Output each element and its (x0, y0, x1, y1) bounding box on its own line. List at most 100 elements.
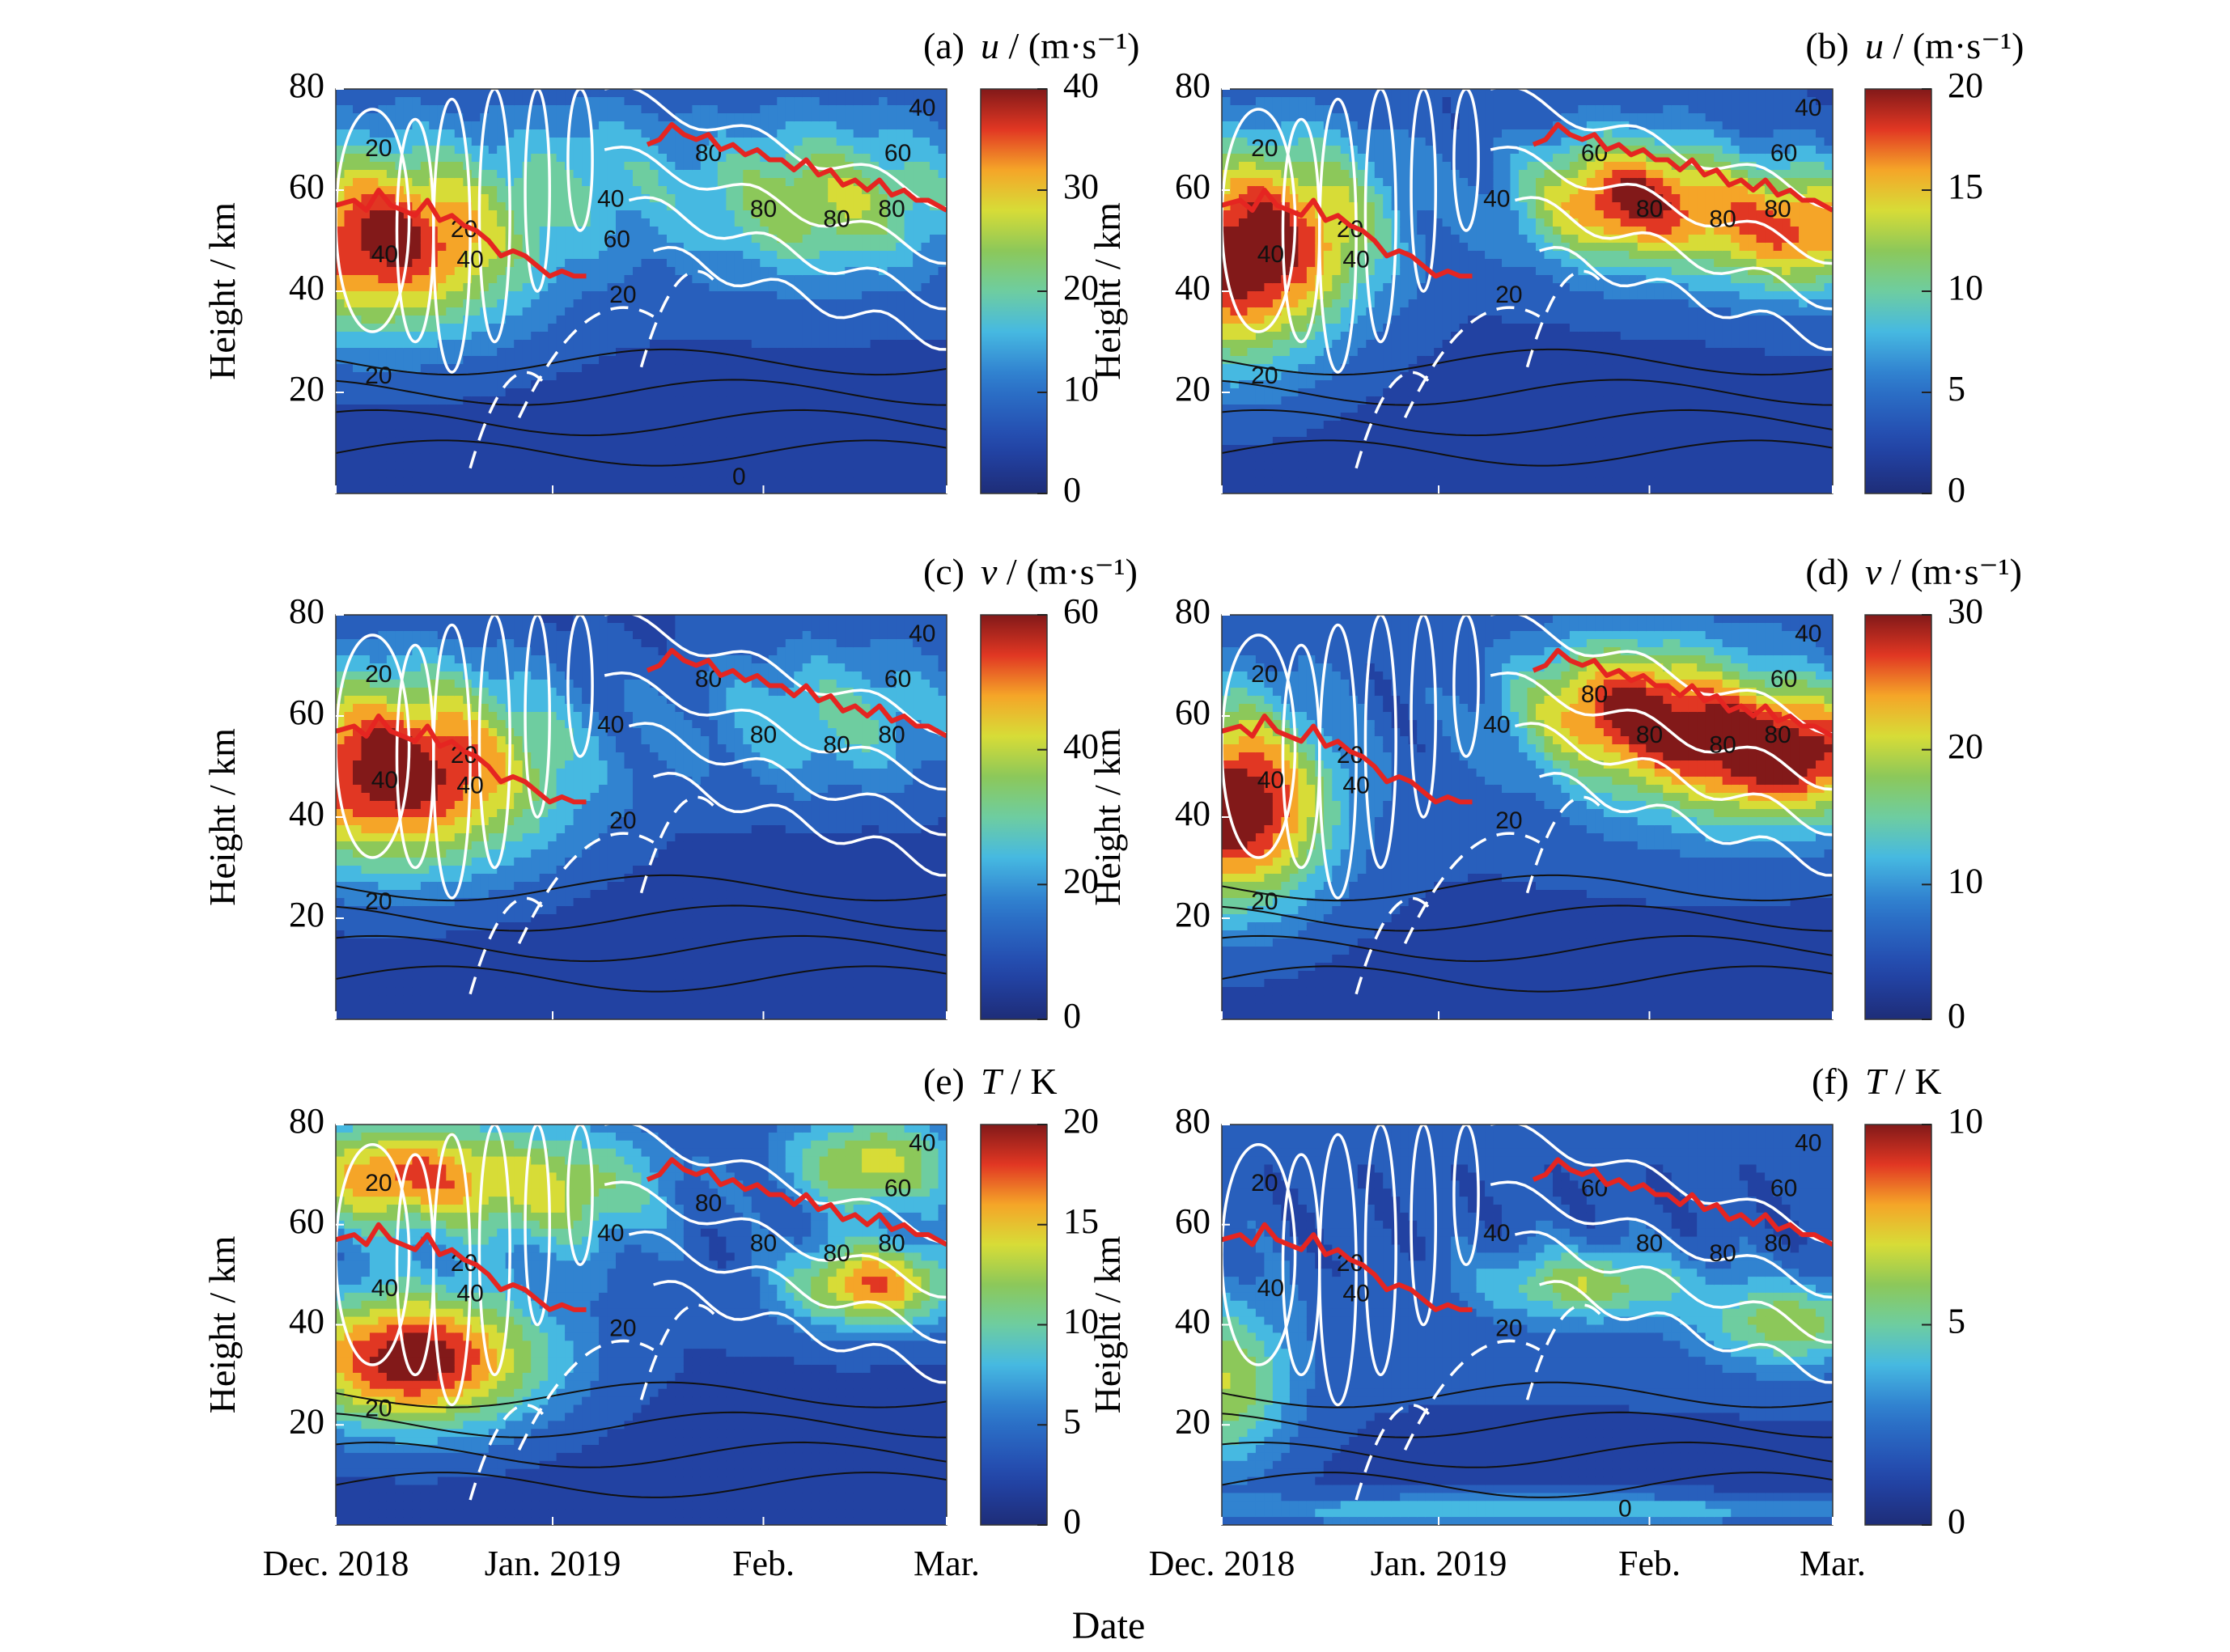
contour-label: 80 (1636, 1230, 1663, 1256)
contour-label: 80 (823, 1240, 850, 1267)
colorbar-tick-label: 10 (1948, 268, 1983, 307)
contour-label: 40 (1483, 711, 1510, 738)
contour-label: 20 (365, 1396, 392, 1422)
colorbar-title: T / K (981, 1061, 1058, 1102)
contour-label: 20 (365, 888, 392, 915)
colorbar (980, 1124, 1048, 1526)
x-tick-label: Mar. (914, 1544, 980, 1583)
colorbar-tick-label: 15 (1063, 1201, 1099, 1241)
contour-label: 20 (1495, 1315, 1522, 1342)
contour-label: 20 (1251, 135, 1278, 162)
colorbar-tick-label: 15 (1948, 167, 1983, 206)
panel-label: (d) (1805, 551, 1849, 592)
y-axis-title: Height / km (1087, 1235, 1128, 1413)
colorbar-tick-label: 30 (1948, 591, 1983, 631)
contour-label: 20 (1495, 282, 1522, 308)
contour-label: 0 (732, 464, 746, 490)
colorbar-tick-label: 20 (1063, 861, 1099, 900)
panel-e: 20 40 20 40 20 40 20 80 80 80 80 60 40 20 40 60 80 Height… (201, 1061, 1099, 1583)
y-tick-label: 40 (1175, 1302, 1210, 1341)
contour-label: 20 (365, 1170, 392, 1197)
x-tick-label: Feb. (1618, 1544, 1681, 1583)
colorbar-tick-label: 0 (1063, 996, 1081, 1036)
x-tick-label: Jan. 2019 (1371, 1544, 1507, 1583)
y-tick-label: 80 (1175, 1101, 1210, 1141)
contour-label: 20 (1251, 661, 1278, 688)
contour-label: 80 (1764, 722, 1791, 748)
colorbar-title: u / (m·s⁻¹) (1865, 25, 2024, 66)
y-tick-label: 60 (289, 167, 324, 206)
contour-label: 80 (1764, 1230, 1791, 1256)
panel-label: (a) (923, 25, 964, 66)
contour-label: 60 (604, 226, 630, 252)
colorbar-tick-label: 30 (1063, 167, 1099, 206)
contour-label: 40 (371, 767, 398, 794)
contour-label: 80 (1709, 731, 1736, 758)
y-tick-label: 20 (289, 1401, 324, 1441)
contour-label: 20 (609, 282, 636, 308)
contour-label: 80 (878, 1230, 905, 1256)
colorbar-tick-label: 0 (1063, 470, 1081, 510)
red-line-segment1 (336, 1222, 587, 1312)
contour-label: 80 (823, 205, 850, 232)
panels-group: 20 40 20 40 20 40 60 20 80 80 80 80 60 40 0 20 40 60 80 Hei… (201, 25, 2024, 1583)
contour-label: 80 (878, 722, 905, 748)
colorbar-tick-label: 20 (1948, 726, 1983, 766)
colorbar-tick-label: 0 (1063, 1502, 1081, 1541)
red-line-segment2 (646, 121, 947, 213)
colorbar (1864, 88, 1932, 494)
contour-label: 40 (456, 246, 483, 273)
colorbar-tick-label: 10 (1948, 1101, 1983, 1141)
colorbar-tick-label: 20 (1063, 1101, 1099, 1141)
contour-label: 40 (1257, 1275, 1284, 1302)
y-tick-label: 60 (1175, 167, 1210, 206)
contour-label: 40 (1257, 767, 1284, 794)
contour-label: 40 (1795, 621, 1821, 647)
contour-label: 40 (597, 185, 624, 212)
contour-label: 40 (371, 1275, 398, 1302)
contour-label: 80 (750, 196, 777, 222)
colorbar-tick-label: 5 (1063, 1401, 1081, 1441)
contour-label: 80 (750, 1230, 777, 1256)
y-tick-label: 80 (289, 1101, 324, 1141)
y-axis-title: Height / km (201, 728, 243, 906)
colorbar-tick-label: 5 (1948, 369, 1965, 409)
y-tick-label: 40 (1175, 268, 1210, 307)
y-tick-label: 80 (289, 66, 324, 105)
contour-label: 40 (1483, 1220, 1510, 1247)
y-tick-label: 20 (1175, 369, 1210, 409)
colorbar-title: T / K (1865, 1061, 1942, 1102)
contour-label: 20 (1495, 807, 1522, 834)
contour-label: 60 (1770, 666, 1797, 693)
contour-label: 20 (365, 362, 392, 389)
y-tick-label: 60 (289, 693, 324, 732)
y-tick-label: 20 (1175, 1401, 1210, 1441)
contour-label: 80 (878, 196, 905, 222)
colorbar-title: v / (m·s⁻¹) (981, 551, 1138, 592)
y-tick-label: 80 (289, 591, 324, 631)
colorbar-title: u / (m·s⁻¹) (981, 25, 1140, 66)
panel-label: (e) (923, 1061, 964, 1102)
colorbar-tick-label: 20 (1948, 66, 1983, 105)
colorbar-tick-label: 10 (1948, 861, 1983, 900)
colorbar-title: v / (m·s⁻¹) (1865, 551, 2022, 592)
red-line-segment1 (336, 714, 587, 805)
y-tick-label: 20 (1175, 895, 1210, 934)
y-tick-label: 20 (289, 895, 324, 934)
contour-label: 40 (909, 1130, 935, 1157)
contour-label: 80 (1581, 681, 1608, 708)
contour-label: 80 (1636, 722, 1663, 748)
contour-label: 20 (1251, 1170, 1278, 1197)
contour-label: 0 (1618, 1495, 1632, 1522)
panel-d: 20 40 20 40 20 40 20 80 80 80 80 60 40 20 40 60 80 Height… (1087, 551, 2022, 1036)
contour-label: 80 (695, 1190, 722, 1217)
y-axis-title: Height / km (1087, 202, 1128, 380)
contour-label: 20 (365, 135, 392, 162)
red-line-segment2 (646, 1157, 947, 1247)
colorbar (1864, 1124, 1932, 1526)
